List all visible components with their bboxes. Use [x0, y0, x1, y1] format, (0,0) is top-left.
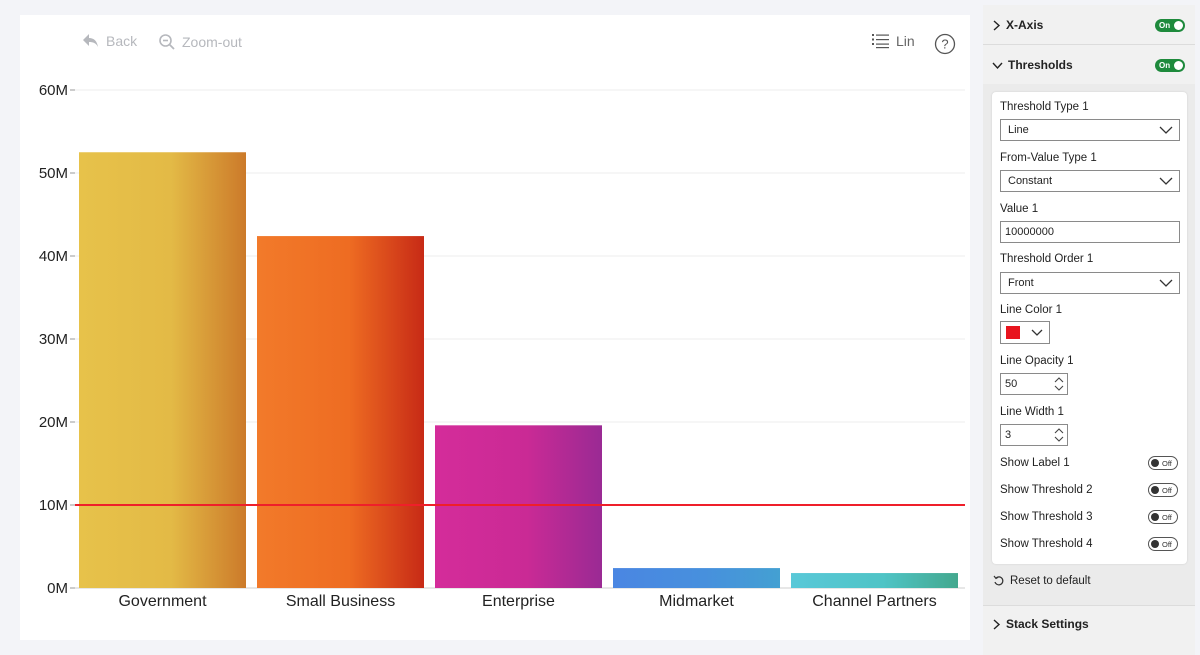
- toggle-off-text: Off: [1162, 512, 1172, 522]
- show-threshold-4-label: Show Threshold 4: [1000, 538, 1093, 550]
- reset-label: Reset to default: [1010, 575, 1091, 587]
- scale-toggle-button[interactable]: Lin: [872, 33, 915, 49]
- scale-label: Lin: [896, 33, 915, 49]
- y-tick-label: 20M: [39, 414, 68, 431]
- chevron-down-icon: [1159, 177, 1173, 185]
- thresholds-title: Thresholds: [1008, 58, 1073, 72]
- y-tick-label: 10M: [39, 497, 68, 514]
- line-color-label: Line Color 1: [1000, 304, 1063, 316]
- xaxis-title: X-Axis: [1006, 18, 1044, 32]
- line-opacity-stepper[interactable]: 50: [1000, 373, 1068, 395]
- x-tick-label: Channel Partners: [812, 593, 937, 610]
- bar[interactable]: [435, 425, 602, 588]
- format-panel: X-Axis On Thresholds On Threshold Type 1…: [983, 5, 1195, 655]
- xaxis-toggle[interactable]: On: [1155, 19, 1185, 32]
- threshold-1-card: Threshold Type 1 Line From-Value Type 1 …: [992, 92, 1187, 564]
- from-value-type-label: From-Value Type 1: [1000, 152, 1097, 164]
- bar-chart: 0M 10M 20M 30M 40M 50M 60M Government Small Bus…: [39, 82, 965, 610]
- value-label: Value 1: [1000, 203, 1039, 215]
- toggle-off-text: Off: [1162, 539, 1172, 549]
- back-arrow-icon: [83, 34, 98, 47]
- chart-toolbar: Back Zoom-out Lin ?: [20, 15, 970, 75]
- y-tick-label: 50M: [39, 165, 68, 182]
- threshold-type-value: Line: [1008, 124, 1029, 136]
- threshold-type-select[interactable]: Line: [1000, 119, 1180, 141]
- threshold-order-value: Front: [1008, 277, 1034, 289]
- thresholds-section-header[interactable]: Thresholds On: [983, 47, 1195, 83]
- value-input[interactable]: 10000000: [1000, 221, 1180, 243]
- show-threshold-4-toggle[interactable]: Off: [1148, 537, 1178, 551]
- list-icon: [872, 34, 889, 49]
- show-label-row: Show Label 1 Off: [1000, 454, 1180, 472]
- reset-to-default-button[interactable]: Reset to default: [993, 575, 1091, 587]
- stepper-arrows-icon[interactable]: [1054, 427, 1064, 443]
- chart-card: Back Zoom-out Lin ? 0M 10M 20M 30M 40M 50M 60M…: [20, 15, 970, 640]
- line-width-label: Line Width 1: [1000, 406, 1064, 418]
- show-threshold-3-label: Show Threshold 3: [1000, 511, 1093, 523]
- chevron-down-icon: [992, 62, 1003, 69]
- from-value-type-value: Constant: [1008, 175, 1053, 187]
- show-threshold-2-toggle[interactable]: Off: [1148, 483, 1178, 497]
- show-label-toggle[interactable]: Off: [1148, 456, 1178, 470]
- x-tick-label: Government: [118, 593, 207, 610]
- line-width-value: 3: [1005, 429, 1012, 441]
- svg-text:?: ?: [941, 37, 948, 52]
- line-opacity-label: Line Opacity 1: [1000, 355, 1074, 367]
- divider: [983, 44, 1195, 45]
- bar[interactable]: [79, 152, 246, 588]
- y-tick-label: 40M: [39, 248, 68, 265]
- value-input-text: 10000000: [1005, 226, 1054, 238]
- color-swatch: [1006, 326, 1020, 339]
- thresholds-toggle[interactable]: On: [1155, 59, 1185, 72]
- stack-settings-section-header[interactable]: Stack Settings: [983, 606, 1195, 642]
- xaxis-toggle-label: On: [1159, 21, 1171, 30]
- divider: [983, 605, 1195, 606]
- toggle-off-text: Off: [1162, 458, 1172, 468]
- chevron-down-icon: [1159, 126, 1173, 134]
- stepper-arrows-icon[interactable]: [1054, 376, 1064, 392]
- reset-icon: [993, 575, 1004, 586]
- chevron-right-icon: [993, 19, 1001, 31]
- y-axis-ticks: 0M 10M 20M 30M 40M 50M 60M: [39, 82, 75, 597]
- thresholds-body: Threshold Type 1 Line From-Value Type 1 …: [983, 84, 1195, 609]
- show-label-label: Show Label 1: [1000, 457, 1070, 469]
- show-threshold-3-row: Show Threshold 3 Off: [1000, 508, 1180, 526]
- x-tick-label: Midmarket: [659, 593, 734, 610]
- xaxis-section-header[interactable]: X-Axis On: [983, 7, 1195, 43]
- zoom-out-button[interactable]: Zoom-out: [158, 33, 242, 51]
- help-icon: ?: [934, 33, 956, 55]
- x-tick-label: Enterprise: [482, 593, 555, 610]
- bar[interactable]: [791, 573, 958, 588]
- bar[interactable]: [257, 236, 424, 588]
- threshold-order-select[interactable]: Front: [1000, 272, 1180, 294]
- threshold-type-label: Threshold Type 1: [1000, 101, 1089, 113]
- thresholds-toggle-label: On: [1159, 61, 1171, 70]
- threshold-order-label: Threshold Order 1: [1000, 253, 1094, 265]
- chevron-right-icon: [993, 618, 1001, 630]
- chevron-down-icon: [1031, 329, 1043, 336]
- show-threshold-2-row: Show Threshold 2 Off: [1000, 481, 1180, 499]
- y-tick-label: 30M: [39, 331, 68, 348]
- y-tick-label: 60M: [39, 82, 68, 99]
- stack-settings-title: Stack Settings: [1006, 617, 1089, 631]
- line-opacity-value: 50: [1005, 378, 1018, 390]
- bars: [79, 152, 958, 588]
- zoom-out-label: Zoom-out: [182, 34, 242, 50]
- back-label: Back: [106, 33, 138, 49]
- from-value-type-select[interactable]: Constant: [1000, 170, 1180, 192]
- back-button[interactable]: Back: [82, 33, 137, 49]
- x-tick-label: Small Business: [286, 593, 395, 610]
- y-tick-label: 0M: [47, 580, 68, 597]
- toggle-off-text: Off: [1162, 485, 1172, 495]
- show-threshold-2-label: Show Threshold 2: [1000, 484, 1093, 496]
- x-axis-labels: Government Small Business Enterprise Midmar…: [118, 593, 936, 610]
- help-button[interactable]: ?: [934, 33, 956, 55]
- zoom-out-icon: [159, 34, 175, 50]
- show-threshold-4-row: Show Threshold 4 Off: [1000, 535, 1180, 553]
- line-color-picker[interactable]: [1000, 321, 1050, 344]
- line-width-stepper[interactable]: 3: [1000, 424, 1068, 446]
- chevron-down-icon: [1159, 279, 1173, 287]
- bar[interactable]: [613, 568, 780, 588]
- show-threshold-3-toggle[interactable]: Off: [1148, 510, 1178, 524]
